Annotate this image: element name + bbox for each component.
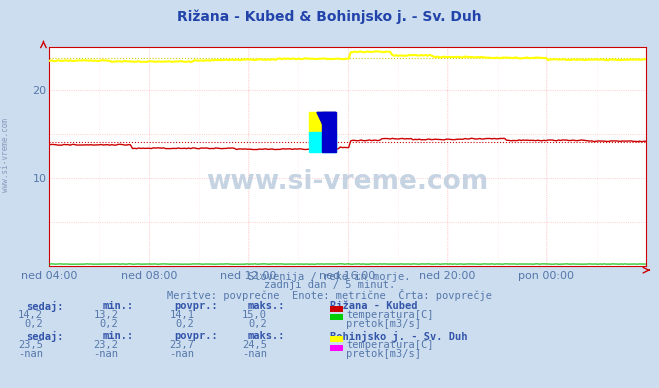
Text: sedaj:: sedaj:	[26, 301, 64, 312]
Text: povpr.:: povpr.:	[175, 331, 218, 341]
Text: 14,2: 14,2	[18, 310, 43, 320]
Text: -nan: -nan	[242, 349, 267, 359]
Text: pretok[m3/s]: pretok[m3/s]	[346, 319, 421, 329]
Text: -nan: -nan	[94, 349, 119, 359]
Text: 0,2: 0,2	[100, 319, 119, 329]
Text: min.:: min.:	[102, 331, 133, 341]
Text: 24,5: 24,5	[242, 340, 267, 350]
Text: 13,2: 13,2	[94, 310, 119, 320]
Text: 14,1: 14,1	[169, 310, 194, 320]
Text: 23,2: 23,2	[94, 340, 119, 350]
Text: -nan: -nan	[18, 349, 43, 359]
Text: 0,2: 0,2	[24, 319, 43, 329]
Bar	[309, 132, 335, 152]
Text: www.si-vreme.com: www.si-vreme.com	[1, 118, 10, 192]
Text: Slovenija / reke in morje.: Slovenija / reke in morje.	[248, 272, 411, 282]
Text: -nan: -nan	[169, 349, 194, 359]
Text: Meritve: povprečne  Enote: metrične  Črta: povprečje: Meritve: povprečne Enote: metrične Črta:…	[167, 289, 492, 301]
Text: zadnji dan / 5 minut.: zadnji dan / 5 minut.	[264, 280, 395, 290]
Text: 0,2: 0,2	[248, 319, 267, 329]
Bar	[322, 113, 335, 152]
Text: povpr.:: povpr.:	[175, 301, 218, 311]
Text: 0,2: 0,2	[176, 319, 194, 329]
Text: sedaj:: sedaj:	[26, 331, 64, 341]
Text: temperatura[C]: temperatura[C]	[346, 310, 434, 320]
Text: maks.:: maks.:	[247, 331, 285, 341]
Text: maks.:: maks.:	[247, 301, 285, 311]
Bar	[309, 113, 335, 132]
Text: 23,7: 23,7	[169, 340, 194, 350]
Text: 23,5: 23,5	[18, 340, 43, 350]
Text: pretok[m3/s]: pretok[m3/s]	[346, 349, 421, 359]
Text: min.:: min.:	[102, 301, 133, 311]
Text: Bohinjsko j. - Sv. Duh: Bohinjsko j. - Sv. Duh	[330, 331, 467, 341]
Text: 15,0: 15,0	[242, 310, 267, 320]
Text: Rižana - Kubed & Bohinjsko j. - Sv. Duh: Rižana - Kubed & Bohinjsko j. - Sv. Duh	[177, 10, 482, 24]
Polygon shape	[317, 113, 335, 152]
Text: www.si-vreme.com: www.si-vreme.com	[206, 170, 489, 196]
Text: temperatura[C]: temperatura[C]	[346, 340, 434, 350]
Text: Rižana - Kubed: Rižana - Kubed	[330, 301, 417, 311]
